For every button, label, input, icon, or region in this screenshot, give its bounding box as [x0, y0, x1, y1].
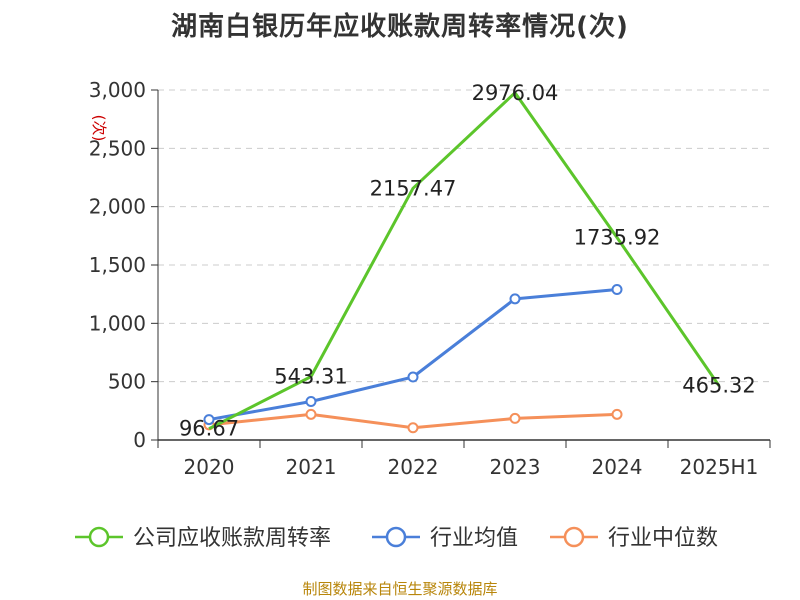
x-tick-label: 2022: [388, 455, 439, 479]
y-tick-label: 1,000: [89, 311, 146, 335]
y-tick-label: 3,000: [89, 78, 146, 102]
data-point: [611, 284, 623, 295]
x-tick-label: 2025H1: [680, 455, 759, 479]
data-label: 2157.47: [370, 176, 457, 200]
grid-lines: [158, 89, 770, 383]
y-tick-label: 500: [108, 370, 146, 394]
y-tick-label: 2,500: [89, 136, 146, 160]
series-line-0: [208, 91, 721, 431]
data-point: [509, 293, 521, 305]
x-tick-label: 2024: [592, 455, 643, 479]
legend-marker: [88, 526, 110, 548]
legend-label: 行业均值: [430, 526, 518, 551]
x-tick-label: 2021: [286, 455, 337, 479]
data-point: [407, 422, 419, 434]
data-point: [305, 396, 317, 407]
data-label: 2976.04: [472, 81, 559, 105]
data-point: [407, 371, 419, 383]
data-label: 465.32: [682, 374, 755, 398]
y-tick-label: 1,500: [89, 253, 146, 277]
data-point: [509, 412, 521, 424]
legend-label: 行业中位数: [608, 526, 718, 551]
y-axis-unit: (次): [90, 115, 108, 142]
chart-title: 湖南白银历年应收账款周转率情况(次): [171, 12, 629, 42]
y-tick-label: 0: [133, 428, 146, 452]
axes: 0 500 1,000 1,500 2,000 2,500 3,000 (次) 2020 2021…: [89, 78, 771, 479]
source-note: 制图数据来自恒生聚源数据库: [302, 580, 498, 598]
data-point: [203, 414, 215, 426]
series-line-1: [208, 288, 618, 422]
data-label: 96.67: [179, 417, 239, 441]
legend-label: 公司应收账款周转率: [133, 526, 331, 551]
data-point: [305, 408, 317, 420]
x-tick-label: 2023: [490, 455, 541, 479]
legend-marker: [563, 526, 585, 548]
data-label: 1735.92: [574, 225, 661, 249]
data-labels: 96.67 543.31 2157.47 2976.04 1735.92 465.32: [179, 81, 756, 441]
x-tick-label: 2020: [184, 455, 235, 479]
data-label: 543.31: [274, 365, 347, 389]
data-point: [611, 408, 623, 420]
y-tick-label: 2,000: [89, 195, 146, 219]
legend: 公司应收账款周转率 行业均值 行业中位数: [75, 526, 718, 551]
legend-marker: [385, 526, 407, 548]
series-group: [203, 91, 721, 434]
